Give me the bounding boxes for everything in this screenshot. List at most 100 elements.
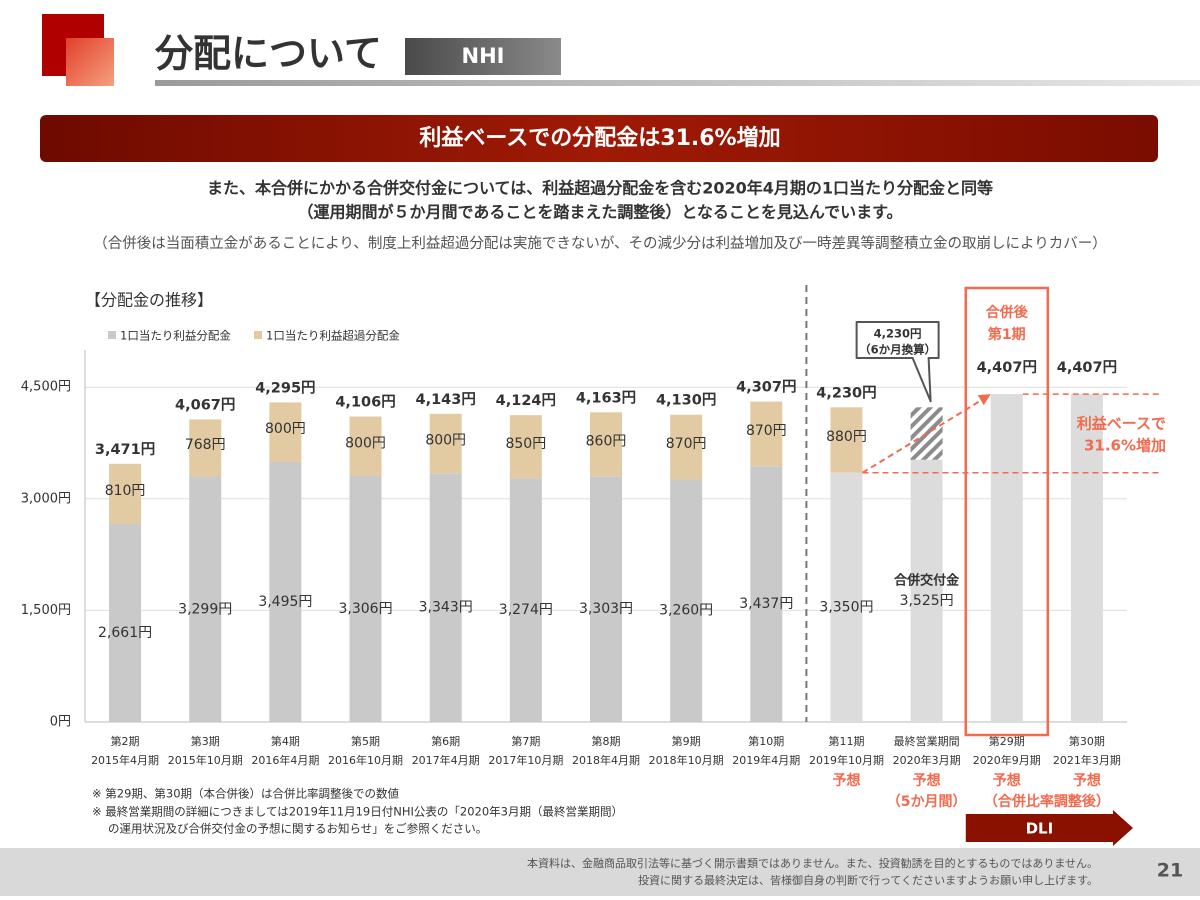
header-rule [155,80,1200,86]
x-tick-date: 2021年3月期 [1053,753,1121,767]
x-tick-date: 2017年4月期 [412,753,480,767]
footer-band [0,848,1200,896]
bar-segment [830,407,863,473]
segment-label: 3,525円 [900,593,954,609]
segment-label: 810円 [105,483,146,499]
bar-segment [509,415,542,479]
segment-note: 合併交付金 [894,572,960,588]
forecast-note: （合併比率調整後） [984,793,1110,810]
x-tick-date: 2018年10月期 [649,753,724,767]
x-tick-date: 2015年4月期 [91,753,159,767]
bar-segment [590,476,622,722]
segment-label: 800円 [425,433,466,449]
forecast-label: 予想 [1073,772,1101,789]
bar-segment [269,402,302,462]
segment-label: 3,306円 [338,601,392,617]
bar-segment [349,416,382,477]
bar-segment [109,524,142,722]
segment-label: 3,350円 [819,599,873,615]
y-tick-label: 1,500円 [21,603,71,618]
highlight-label: 合併後 [986,304,1029,321]
callout-box [855,321,940,403]
x-tick-label: 第4期 [271,734,300,748]
segment-label: 3,495円 [258,594,312,610]
segment-label: 870円 [746,423,787,439]
bar-segment [750,466,783,722]
x-tick-date: 2020年3月期 [893,753,961,767]
segment-label: 870円 [666,436,707,452]
segment-label: 860円 [586,433,627,449]
segment-label: 880円 [826,429,867,445]
page-number: 21 [1157,860,1183,882]
y-tick-label: 3,000円 [21,491,71,506]
segment-label: 3,260円 [659,603,713,619]
x-tick-label: 第7期 [511,734,540,748]
x-tick-label: 最終営業期間 [894,734,960,748]
segment-label: 3,343円 [419,600,473,616]
x-tick-label: 第8期 [592,734,621,748]
page-title: 分配について [154,32,382,76]
bar-segment [349,476,382,722]
bar-segment [109,463,142,525]
segment-label: 3,303円 [579,601,633,617]
bar-segment [750,401,783,467]
chart-title: 【分配金の推移】 [85,291,213,310]
legend-swatch [108,331,116,339]
x-tick-label: 第10期 [748,734,784,748]
segment-label: 3,437円 [739,596,793,612]
tag-box [405,38,561,75]
footnote: ※ 最終営業期間の詳細につきましては2019年11月19日付NHI公表の「202… [92,805,623,819]
x-tick-date: 2015年10月期 [168,753,243,767]
chart: 0円 1,500円 3,000円 4,500円 1口当たり利益分配金 1口当たり利益超過分… [21,285,1166,846]
growth-label: 31.6%増加 [1084,437,1166,455]
highlight-label: 第1期 [988,326,1026,343]
bar-segment [429,473,462,722]
x-tick-label: 第30期 [1069,734,1105,748]
x-tick-date: 2019年4月期 [732,753,800,767]
bar-segment [189,419,222,477]
total-label: 3,471円 [95,441,155,458]
group-label: DLI [1026,820,1054,838]
group-arrow [965,810,1133,846]
total-label: 4,124円 [496,392,556,409]
footnote: ※ 第29期、第30期（本合併後）は合併比率調整後での数値 [92,787,400,801]
note: （合併後は当面積立金があることにより、制度上利益超過分配は実施できないが、その減… [93,234,1107,252]
x-tick-label: 第29期 [989,734,1025,748]
segment-label: 2,661円 [98,625,152,641]
x-tick-date: 2016年4月期 [251,753,319,767]
x-tick-label: 第3期 [191,734,220,748]
bar-segment [189,476,222,722]
y-tick-label: 4,500円 [21,380,71,395]
segment-label: 850円 [505,436,546,452]
x-tick-date: 2017年10月期 [488,753,563,767]
disclaimer: 投資に関する最終決定は、皆様御自身の判断で行ってくださいますようお願い申し上げま… [638,873,1098,887]
bar-segment [910,459,943,722]
forecast-label: 予想 [832,772,860,789]
total-label: 4,307円 [736,379,796,396]
total-label: 4,067円 [175,396,235,413]
tag: NHI [462,44,505,68]
bar-segment [1070,394,1103,722]
bar-segment [990,394,1023,722]
banner-box [40,115,1158,162]
bar-segment [269,461,302,722]
y-tick-label: 0円 [50,715,71,730]
x-tick-label: 第11期 [828,734,864,748]
disclaimer: 本資料は、金融商品取引法等に基づく開示書類ではありません。また、投資勧誘を目的と… [527,856,1098,870]
x-tick-label: 第9期 [672,734,701,748]
legend-label: 1口当たり利益超過分配金 [266,329,400,343]
forecast-label: 予想 [993,772,1021,789]
total-label: 4,295円 [255,379,315,396]
forecast-label: 予想 [913,772,941,789]
bar-segment [429,413,462,474]
bar-segment [670,479,703,722]
total-label: 4,407円 [977,359,1037,376]
growth-arrowhead [977,394,991,406]
x-tick-date: 2019年10月期 [809,753,884,767]
footnote: の運用状況及び合併交付金の予想に関するお知らせ」をご参照ください。 [108,822,487,836]
segment-label: 800円 [265,421,306,437]
bar-segment [830,472,863,722]
x-tick-date: 2018年4月期 [572,753,640,767]
total-label: 4,130円 [656,392,716,409]
